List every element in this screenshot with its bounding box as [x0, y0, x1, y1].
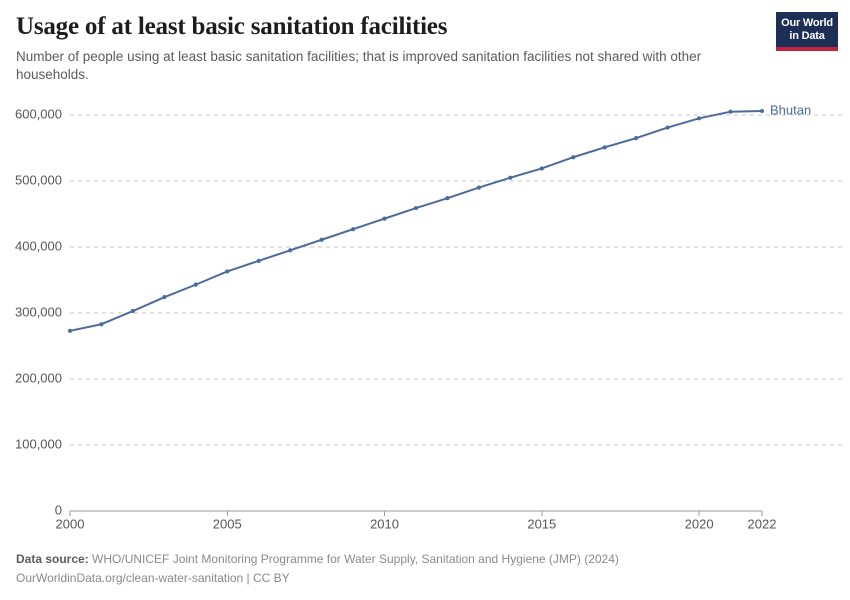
chart-header: Usage of at least basic sanitation facil…: [16, 12, 834, 84]
series-line-bhutan[interactable]: [69, 110, 763, 332]
data-point[interactable]: [728, 109, 733, 114]
y-axis-tick-labels: 0 100,000 200,000 300,000 400,000 500,000 600,…: [15, 106, 62, 517]
data-point[interactable]: [162, 295, 167, 300]
x-axis: [69, 510, 763, 516]
series-end-labels: Bhutan: [770, 102, 811, 117]
data-point[interactable]: [571, 155, 576, 160]
x-axis-tick-label: 2015: [527, 517, 556, 532]
gridlines: [70, 114, 845, 446]
x-axis-tick-labels: 2000 2005 2010 2015 2020 2022: [56, 517, 777, 532]
data-point[interactable]: [225, 269, 230, 274]
owid-logo[interactable]: Our World in Data: [776, 12, 838, 51]
data-point[interactable]: [476, 185, 482, 190]
x-axis-tick-label: 2022: [748, 517, 777, 532]
x-axis-tick-label: 2010: [370, 517, 399, 532]
data-series[interactable]: [67, 108, 765, 333]
page-title: Usage of at least basic sanitation facil…: [16, 13, 448, 40]
y-axis-tick-label: 500,000: [15, 172, 62, 187]
data-point[interactable]: [130, 308, 136, 314]
data-point[interactable]: [508, 175, 513, 180]
y-axis-tick-label: 600,000: [15, 106, 62, 121]
data-point[interactable]: [665, 125, 670, 130]
data-point[interactable]: [445, 196, 450, 201]
data-point[interactable]: [759, 108, 765, 114]
y-axis-tick-label: 0: [55, 502, 62, 517]
data-point[interactable]: [696, 116, 702, 121]
y-axis-tick-label: 400,000: [15, 238, 62, 253]
x-axis-tick-label: 2005: [213, 517, 242, 532]
series-label-bhutan[interactable]: Bhutan: [770, 102, 811, 117]
owid-logo-line-2: in Data: [789, 30, 825, 42]
data-point[interactable]: [382, 216, 387, 221]
data-point[interactable]: [602, 145, 607, 150]
data-point[interactable]: [67, 328, 73, 333]
data-source-text: WHO/UNICEF Joint Monitoring Programme fo…: [92, 552, 619, 566]
data-source-label: Data source:: [16, 552, 89, 566]
chart-footer: Data source: WHO/UNICEF Joint Monitoring…: [16, 550, 834, 588]
data-point[interactable]: [193, 282, 198, 287]
y-axis-tick-label: 200,000: [15, 370, 62, 385]
y-axis-tick-label: 300,000: [15, 304, 62, 319]
y-axis-tick-label: 100,000: [15, 436, 62, 451]
license-text[interactable]: OurWorldinData.org/clean-water-sanitatio…: [16, 571, 290, 585]
data-point[interactable]: [319, 237, 324, 242]
data-point[interactable]: [256, 258, 261, 263]
data-point[interactable]: [288, 248, 293, 253]
data-source-row: Data source: WHO/UNICEF Joint Monitoring…: [16, 550, 834, 569]
x-axis-tick-label: 2020: [685, 517, 714, 532]
owid-logo-line-1: Our World: [781, 17, 833, 29]
data-point[interactable]: [413, 205, 419, 211]
x-axis-tick-label: 2000: [56, 517, 85, 532]
data-point[interactable]: [350, 227, 356, 232]
data-point[interactable]: [634, 136, 639, 141]
data-point[interactable]: [539, 166, 544, 171]
license-row: OurWorldinData.org/clean-water-sanitatio…: [16, 569, 834, 588]
data-point[interactable]: [99, 322, 104, 327]
chart-subtitle: Number of people using at least basic sa…: [16, 49, 702, 82]
